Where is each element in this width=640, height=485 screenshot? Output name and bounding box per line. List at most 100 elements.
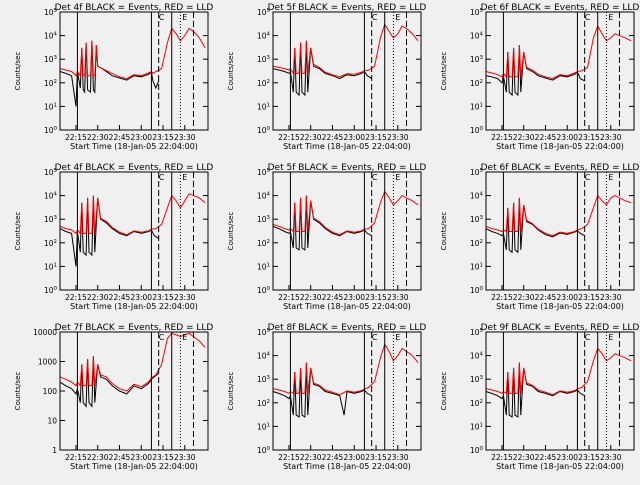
- panel-8-xtick-label-5: 23:30: [387, 453, 409, 462]
- panel-3-xtick-label-1: 22:30: [513, 133, 535, 142]
- panel-6-xtick-label-0: 22:15: [491, 293, 513, 302]
- panel-2-marker-c: C: [372, 13, 378, 22]
- panel-4-xtick-label-3: 23:00: [130, 293, 152, 302]
- panel-9-xtick-label-3: 23:00: [556, 453, 578, 462]
- panel-1-marker-c: C: [159, 13, 165, 22]
- panel-7-title: Det 7f BLACK = Events, RED = LLD: [55, 323, 214, 333]
- panel-6-xtick-label-3: 23:00: [556, 293, 578, 302]
- panel-5-ytick-label-0: 100: [257, 286, 271, 295]
- panel-2-title: Det 5f BLACK = Events, RED = LLD: [268, 3, 427, 13]
- panel-3-series-black: [485, 44, 585, 97]
- panel-4-marker-e: E: [182, 173, 187, 182]
- panel-9-ytick-label-4: 104: [470, 352, 484, 361]
- panel-1-xtick-label-5: 23:30: [174, 133, 196, 142]
- panel-5-frame: [272, 171, 422, 291]
- panel-7-ytick-label-1: 10: [47, 417, 57, 426]
- panel-1-ytick-label-5: 105: [44, 8, 58, 17]
- panel-5-ytick-label-4: 104: [257, 192, 271, 201]
- panel-4-ytick-label-4: 104: [44, 192, 58, 201]
- panel-6-series-black: [485, 197, 585, 254]
- panel-9-xtick-label-4: 23:15: [578, 453, 600, 462]
- panel-9-ytick-label-2: 102: [470, 399, 483, 408]
- panel-8-marker-c: C: [372, 333, 378, 342]
- panel-2-series-red: [272, 23, 419, 78]
- panel-9-xtick-label-5: 23:30: [600, 453, 622, 462]
- panel-6-series-red: [485, 194, 632, 237]
- panel-2-xtick-label-4: 23:15: [365, 133, 387, 142]
- panel-1-series-black: [59, 40, 160, 107]
- panel-2-frame: [272, 11, 422, 131]
- panel-8-ytick-label-0: 100: [257, 446, 271, 455]
- panel-5-series-red: [272, 190, 419, 236]
- panel-4-ytick-label-1: 101: [44, 262, 57, 271]
- panel-8-xtick-label-3: 23:00: [343, 453, 365, 462]
- panel-8-ytick-label-4: 104: [257, 352, 271, 361]
- panel-1-xtick-label-3: 23:00: [130, 133, 152, 142]
- panel-7-frame: [59, 331, 209, 451]
- panel-5-marker-c: C: [372, 173, 378, 182]
- panel-3-xtick-label-2: 22:45: [535, 133, 557, 142]
- panel-7-ytick-label-0: 1: [52, 446, 57, 455]
- panel-1-series-red: [59, 27, 206, 80]
- panel-4-frame: [59, 171, 209, 291]
- panel-6-ytick-label-0: 100: [470, 286, 484, 295]
- panel-7-xtick-label-5: 23:30: [174, 453, 196, 462]
- panel-4-xtick-label-2: 22:45: [109, 293, 131, 302]
- panel-2-xlabel: Start Time (18-Jan-05 22:04:00): [283, 142, 411, 151]
- panel-6-xtick-label-5: 23:30: [600, 293, 622, 302]
- panel-4-series-black: [59, 195, 159, 267]
- panel-9-marker-e: E: [608, 333, 613, 342]
- panel-8-ylabel: Counts/sec: [227, 372, 235, 411]
- panel-6-ytick-label-1: 101: [470, 262, 483, 271]
- panel-1-ytick-label-2: 102: [44, 79, 57, 88]
- panel-8-xtick-label-2: 22:45: [322, 453, 344, 462]
- panel-9-series-red: [485, 347, 632, 396]
- panel-6-ytick-label-3: 103: [470, 215, 484, 224]
- panel-2-ytick-label-5: 105: [257, 8, 271, 17]
- panel-1-frame: [59, 11, 209, 131]
- panel-1-ylabel: Counts/sec: [14, 52, 22, 91]
- panel-1-xlabel: Start Time (18-Jan-05 22:04:00): [70, 142, 198, 151]
- panel-2-ytick-label-3: 103: [257, 55, 271, 64]
- panel-7-xtick-label-0: 22:15: [65, 453, 87, 462]
- panel-7-xtick-label-3: 23:00: [130, 453, 152, 462]
- panel-1-ytick-label-0: 100: [44, 126, 58, 135]
- panel-8-marker-e: E: [395, 333, 400, 342]
- panel-2-xtick-label-5: 23:30: [387, 133, 409, 142]
- panel-2-ylabel: Counts/sec: [227, 52, 235, 91]
- panel-8-ytick-label-2: 102: [257, 399, 270, 408]
- panel-2-xtick-label-3: 23:00: [343, 133, 365, 142]
- panel-3-xtick-label-4: 23:15: [578, 133, 600, 142]
- panel-6-xtick-label-2: 22:45: [535, 293, 557, 302]
- panel-2-ytick-label-1: 101: [257, 102, 270, 111]
- panel-5-ylabel: Counts/sec: [227, 212, 235, 251]
- panel-4-ytick-label-3: 103: [44, 215, 58, 224]
- panel-3-frame: [485, 11, 635, 131]
- panel-3-xlabel: Start Time (18-Jan-05 22:04:00): [496, 142, 624, 151]
- panel-9-ylabel: Counts/sec: [440, 372, 448, 411]
- panel-9-xtick-label-2: 22:45: [535, 453, 557, 462]
- panel-2-xtick-label-0: 22:15: [278, 133, 300, 142]
- panel-2-ytick-label-0: 100: [257, 126, 271, 135]
- panel-4-ytick-label-5: 105: [44, 168, 58, 177]
- panel-5-title: Det 5f BLACK = Events, RED = LLD: [268, 163, 427, 173]
- panel-9-ytick-label-5: 105: [470, 328, 484, 337]
- panel-7-ytick-label-2: 100: [43, 387, 58, 396]
- panel-2-xtick-label-1: 22:30: [300, 133, 322, 142]
- panel-9-ytick-label-0: 100: [470, 446, 484, 455]
- panel-6-marker-c: C: [585, 173, 591, 182]
- panel-3-ytick-label-1: 101: [470, 102, 483, 111]
- panel-3-marker-c: C: [585, 13, 591, 22]
- panel-6-ytick-label-5: 105: [470, 168, 484, 177]
- panel-9-series-black: [485, 362, 585, 418]
- panel-1-ytick-label-4: 104: [44, 32, 58, 41]
- panel-2-marker-e: E: [395, 13, 400, 22]
- panel-3-xtick-label-3: 23:00: [556, 133, 578, 142]
- panel-8-series-red: [272, 343, 419, 396]
- panel-4-title: Det 4f BLACK = Events, RED = LLD: [55, 163, 214, 173]
